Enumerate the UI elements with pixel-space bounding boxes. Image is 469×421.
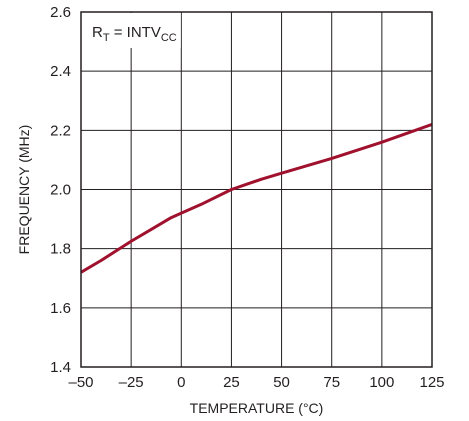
x-tick-label: 125 [419,374,444,391]
series-line [80,123,433,274]
x-tick-labels: –50 –25 0 25 50 75 100 125 [68,374,444,391]
x-tick-label: 75 [323,374,340,391]
annotation-text: R [92,24,103,41]
annotation-text: = INTV [110,24,161,41]
y-tick-label: 2.0 [50,182,71,199]
y-axis-title: FREQUENCY (MHz) [16,125,32,255]
x-tick-label: –50 [68,374,93,391]
x-axis-title: TEMPERATURE (°C) [190,400,324,416]
x-tick-label: 100 [369,374,394,391]
y-tick-labels: 1.4 1.6 1.8 2.0 2.2 2.4 2.6 [50,4,71,376]
y-tick-label: 2.6 [50,4,71,21]
y-tick-label: 1.4 [50,359,71,376]
x-tick-label: –25 [119,374,144,391]
annotation-subscript: CC [161,32,177,44]
y-tick-label: 1.8 [50,241,71,258]
annotation-background [82,13,181,48]
y-tick-label: 1.6 [50,300,71,317]
grid [81,12,432,367]
annotation-subscript: T [103,32,110,44]
x-tick-label: 50 [273,374,290,391]
plot-frame [80,11,433,368]
y-tick-label: 2.2 [50,122,71,139]
y-tick-label: 2.4 [50,63,71,80]
annotation-rt-intvcc: RT = INTVCC [92,24,177,44]
x-tick-label: 25 [223,374,240,391]
x-tick-label: 0 [177,374,185,391]
series-layer [80,123,433,274]
